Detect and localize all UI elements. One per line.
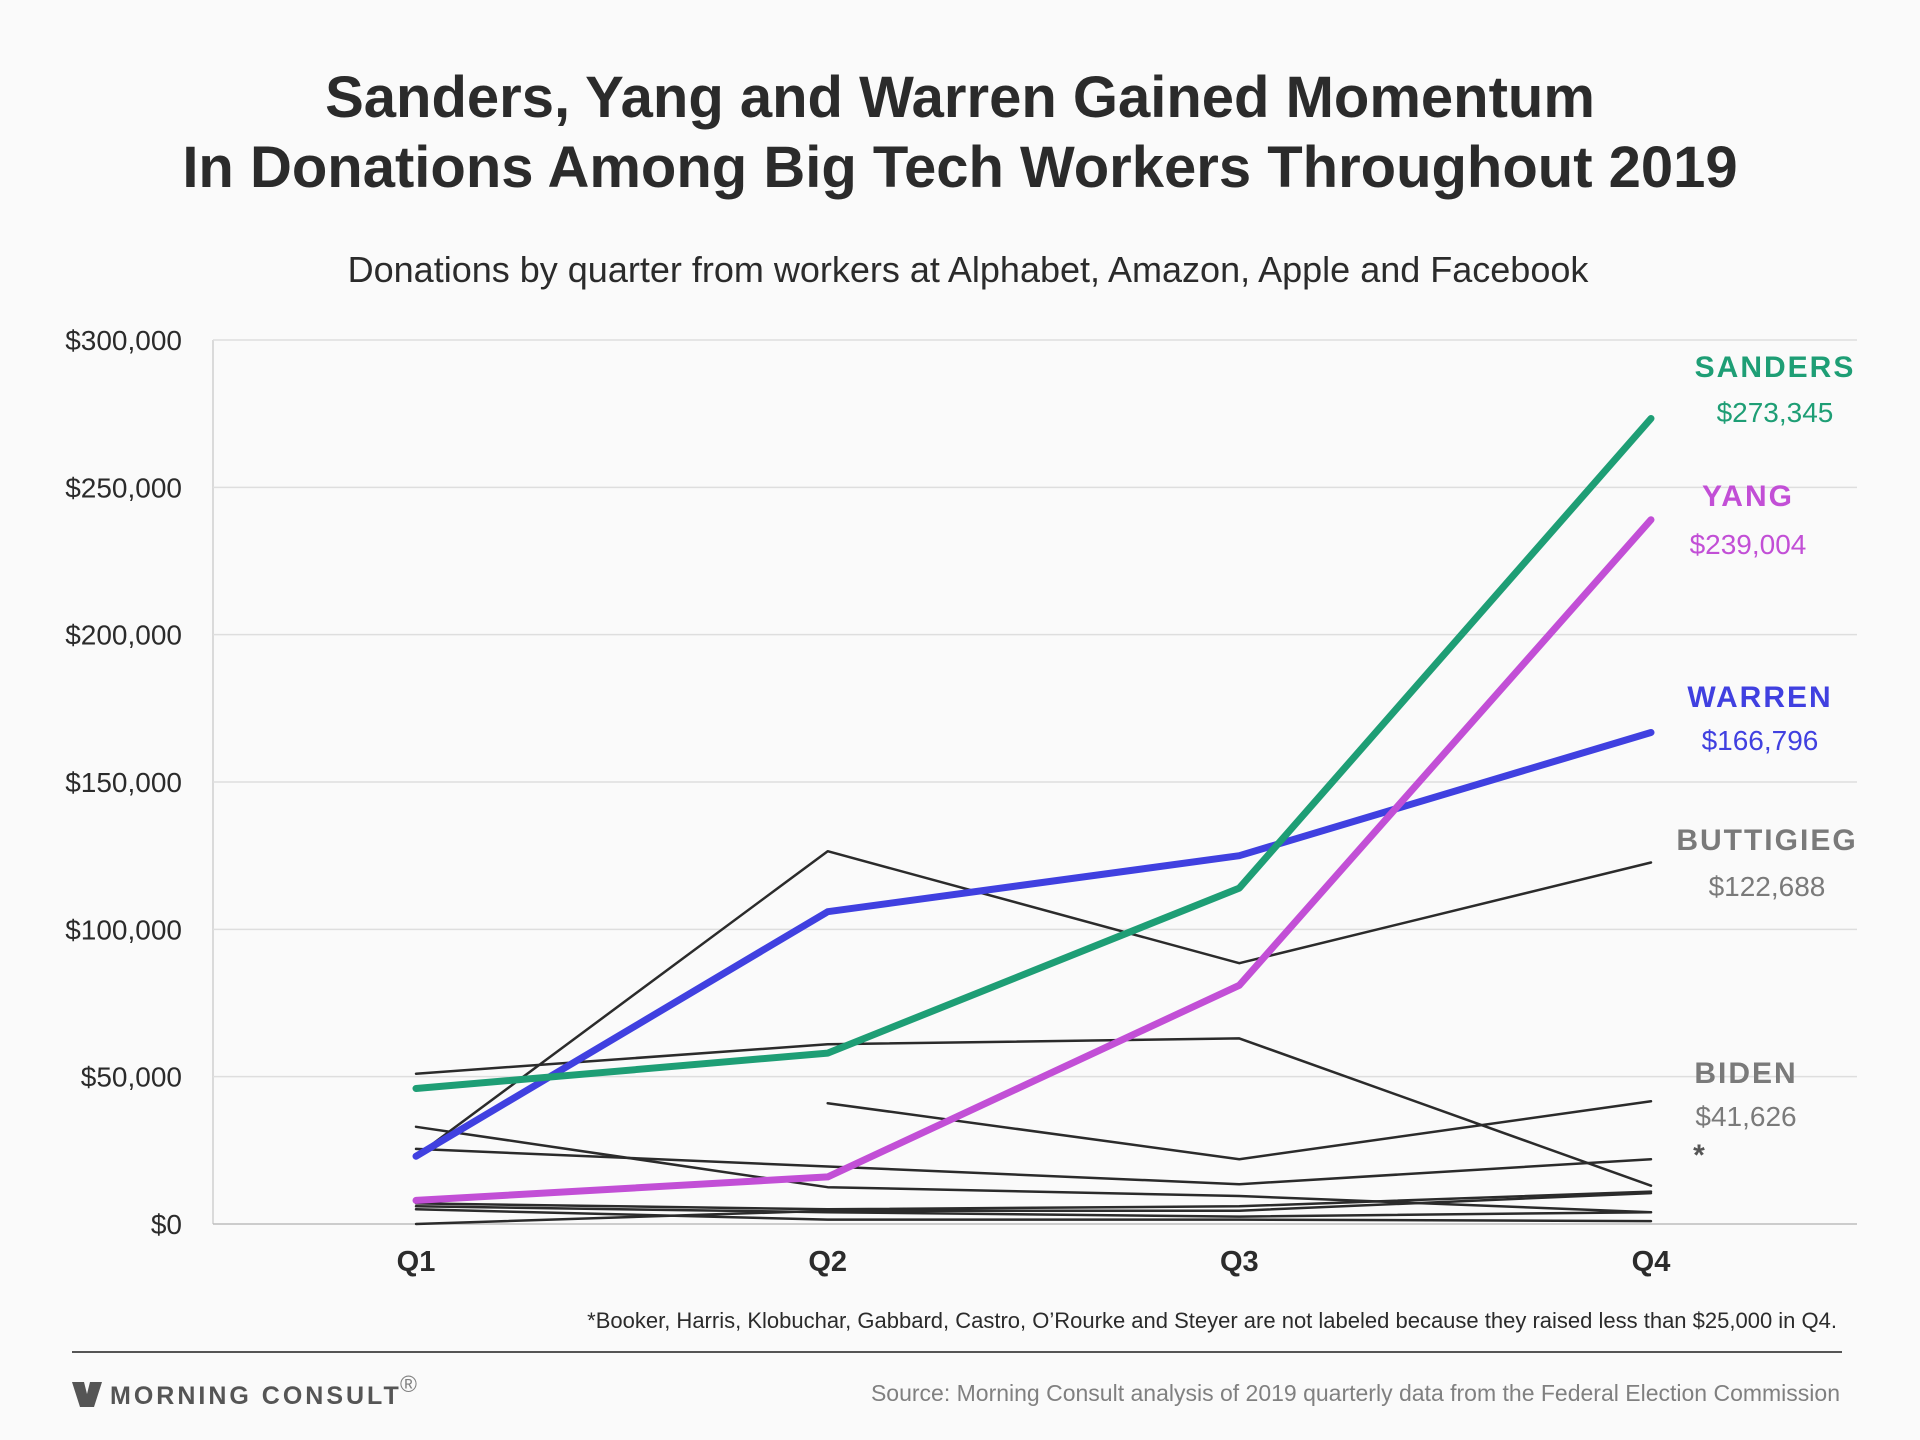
x-tick-label: Q4: [1632, 1246, 1671, 1278]
series-value-label-biden: $41,626: [1695, 1101, 1796, 1132]
series-name-label-buttigieg: BUTTIGIEG: [1676, 824, 1857, 857]
chart-title-line-2: In Donations Among Big Tech Workers Thro…: [182, 135, 1737, 200]
asterisk-marker: *: [1693, 1139, 1707, 1172]
series-line-biden: [826, 1100, 1653, 1161]
y-axis-tick-labels: $0 $50,000 $100,000 $150,000 $200,000 $250,00…: [65, 325, 182, 1240]
series-line-other-candidate: [414, 1037, 1653, 1187]
y-tick-label: $200,000: [65, 620, 182, 651]
gridlines: [212, 339, 1857, 1225]
series-line-other-candidate: [414, 1191, 1653, 1226]
brand-registered-mark: ®: [400, 1371, 417, 1397]
series-value-label-yang: $239,004: [1690, 529, 1807, 560]
series-line-other-candidate: [414, 1147, 1653, 1186]
series-line-warren: [412, 729, 1655, 1160]
source-note: Source: Morning Consult analysis of 2019…: [871, 1380, 1840, 1406]
series-line-yang: [412, 516, 1655, 1204]
morning-consult-logo-icon: [72, 1382, 102, 1407]
series-line-other-candidate: [414, 1190, 1653, 1211]
y-tick-label: $0: [151, 1209, 182, 1240]
x-axis-tick-labels: Q1 Q2 Q3 Q4: [397, 1246, 1671, 1278]
series-value-label-sanders: $273,345: [1717, 397, 1834, 428]
series-name-label-biden: BIDEN: [1694, 1057, 1797, 1090]
series-name-label-warren: WARREN: [1687, 681, 1832, 714]
y-tick-label: $150,000: [65, 767, 182, 798]
series-line-sanders: [412, 415, 1655, 1092]
y-tick-label: $100,000: [65, 914, 182, 945]
y-tick-label: $50,000: [81, 1062, 182, 1093]
footnote: *Booker, Harris, Klobuchar, Gabbard, Cas…: [587, 1308, 1837, 1333]
y-tick-label: $300,000: [65, 325, 182, 356]
x-tick-label: Q1: [397, 1246, 436, 1278]
series-line-buttigieg: [414, 849, 1653, 1158]
y-tick-label: $250,000: [65, 472, 182, 503]
series-name-label-yang: YANG: [1702, 480, 1794, 513]
x-tick-label: Q3: [1220, 1246, 1259, 1278]
series-labels: SANDERS $273,345 YANG $239,004 WARREN $166,79…: [1676, 351, 1857, 1132]
chart-subtitle: Donations by quarter from workers at Alp…: [348, 249, 1590, 290]
series-lines: [412, 415, 1655, 1226]
brand-name: MORNING CONSULT: [110, 1382, 402, 1410]
series-name-label-sanders: SANDERS: [1695, 351, 1856, 384]
series-line-other-candidate: [414, 1205, 1653, 1218]
x-tick-label: Q2: [808, 1246, 847, 1278]
chart-title-line-1: Sanders, Yang and Warren Gained Momentum: [325, 65, 1595, 130]
series-value-label-buttigieg: $122,688: [1709, 871, 1826, 902]
series-value-label-warren: $166,796: [1702, 725, 1819, 756]
series-line-other-candidate: [414, 1208, 1653, 1223]
